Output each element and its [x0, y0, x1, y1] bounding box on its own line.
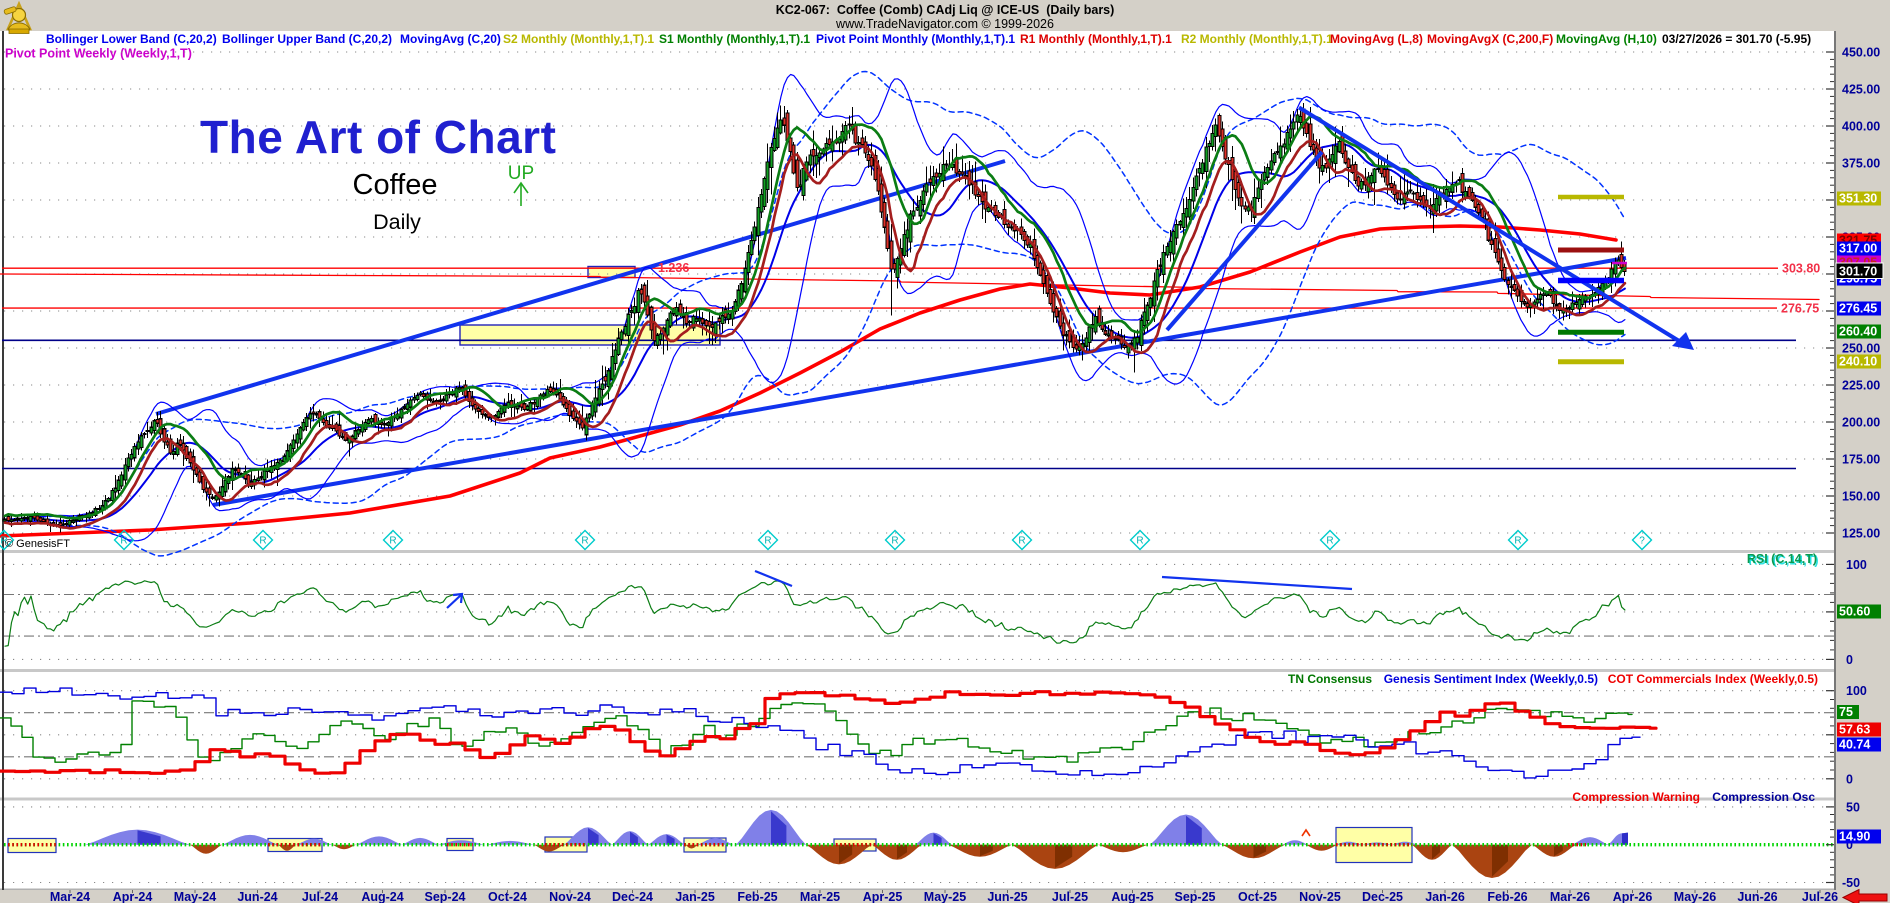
- svg-text:MovingAvg (C,20): MovingAvg (C,20): [400, 32, 501, 46]
- svg-text:The Art of Chart: The Art of Chart: [200, 111, 556, 163]
- svg-text:Apr-25: Apr-25: [863, 890, 903, 903]
- svg-text:Apr-26: Apr-26: [1613, 890, 1653, 903]
- svg-text:276.45: 276.45: [1839, 302, 1877, 316]
- svg-text:KC2-067: Coffee (Comb) CAdj L: KC2-067: Coffee (Comb) CAdj Liq @ ICE-US…: [776, 3, 1115, 17]
- svg-text:Jul-24: Jul-24: [302, 890, 338, 903]
- svg-text:RSI (C,14,T): RSI (C,14,T): [1748, 554, 1818, 568]
- svg-text:Dec-24: Dec-24: [612, 890, 653, 903]
- svg-text:0: 0: [1846, 772, 1853, 786]
- svg-text:317.00: 317.00: [1839, 242, 1877, 256]
- svg-text:Compression Osc: Compression Osc: [1712, 790, 1815, 804]
- svg-text:Apr-24: Apr-24: [113, 890, 153, 903]
- svg-text:R: R: [120, 536, 127, 547]
- svg-text:Jul-25: Jul-25: [1052, 890, 1088, 903]
- svg-text:301.70: 301.70: [1839, 265, 1877, 279]
- svg-text:COT Commercials Index (Weekly,: COT Commercials Index (Weekly,0.5): [1608, 672, 1818, 686]
- svg-text:Jan-25: Jan-25: [675, 890, 715, 903]
- svg-text:260.40: 260.40: [1839, 325, 1877, 339]
- svg-text:Pivot Point Monthly (Monthly,1: Pivot Point Monthly (Monthly,1,T).1: [816, 32, 1015, 46]
- svg-text:Sep-25: Sep-25: [1175, 890, 1216, 903]
- svg-text:MovingAvg (H,10): MovingAvg (H,10): [1556, 32, 1657, 46]
- svg-text:0: 0: [1846, 838, 1853, 852]
- svg-text:425.00: 425.00: [1842, 83, 1880, 97]
- svg-text:150.00: 150.00: [1842, 490, 1880, 504]
- svg-text:Jul-26: Jul-26: [1802, 890, 1838, 903]
- svg-text:Jun-24: Jun-24: [237, 890, 277, 903]
- svg-text:Coffee: Coffee: [353, 169, 438, 201]
- svg-text:Sep-24: Sep-24: [425, 890, 466, 903]
- svg-text:375.00: 375.00: [1842, 157, 1880, 171]
- svg-text:250.00: 250.00: [1842, 342, 1880, 356]
- svg-text:351.30: 351.30: [1839, 192, 1877, 206]
- svg-text:100: 100: [1846, 558, 1867, 572]
- svg-text:May-26: May-26: [1674, 890, 1716, 903]
- svg-text:Mar-26: Mar-26: [1550, 890, 1590, 903]
- svg-text:14.90: 14.90: [1839, 830, 1870, 844]
- svg-text:Compression Warning: Compression Warning: [1572, 790, 1700, 804]
- svg-text:1.236: 1.236: [658, 261, 689, 275]
- svg-text:?: ?: [1639, 536, 1645, 547]
- svg-text:Mar-24: Mar-24: [50, 890, 90, 903]
- svg-text:Aug-24: Aug-24: [361, 890, 403, 903]
- svg-text:Genesis Sentiment Index (Weekl: Genesis Sentiment Index (Weekly,0.5): [1384, 672, 1598, 686]
- svg-text:TN Consensus: TN Consensus: [1288, 672, 1372, 686]
- svg-text:50.60: 50.60: [1839, 605, 1870, 619]
- svg-text:Daily: Daily: [373, 210, 421, 234]
- svg-text:R: R: [259, 536, 266, 547]
- svg-text:R: R: [389, 536, 396, 547]
- svg-text:225.00: 225.00: [1842, 379, 1880, 393]
- svg-text:50: 50: [1846, 800, 1860, 814]
- svg-text:RSI (C,14,T): RSI (C,14,T): [1747, 552, 1817, 566]
- svg-text:R: R: [581, 536, 588, 547]
- svg-text:Oct-25: Oct-25: [1238, 890, 1277, 903]
- svg-text:S2 Monthly (Monthly,1,T).1: S2 Monthly (Monthly,1,T).1: [503, 32, 654, 46]
- svg-text:UP: UP: [508, 163, 534, 184]
- svg-text:175.00: 175.00: [1842, 453, 1880, 467]
- svg-text:R: R: [891, 536, 898, 547]
- svg-text:276.75: 276.75: [1781, 302, 1819, 316]
- svg-text:Feb-26: Feb-26: [1487, 890, 1527, 903]
- svg-text:May-25: May-25: [924, 890, 966, 903]
- svg-text:Dec-25: Dec-25: [1362, 890, 1403, 903]
- svg-text:-50: -50: [1842, 876, 1860, 890]
- svg-text:240.10: 240.10: [1839, 355, 1877, 369]
- svg-text:R: R: [1514, 536, 1521, 547]
- svg-text:S1 Monthly (Monthly,1,T).1: S1 Monthly (Monthly,1,T).1: [659, 32, 810, 46]
- svg-text:R: R: [1018, 536, 1025, 547]
- svg-text:Nov-25: Nov-25: [1299, 890, 1341, 903]
- svg-text:303.80: 303.80: [1782, 262, 1820, 276]
- svg-text:www.TradeNavigator.com © 1999-: www.TradeNavigator.com © 1999-2026: [835, 17, 1054, 31]
- svg-text:R: R: [764, 536, 771, 547]
- svg-text:May-24: May-24: [174, 890, 216, 903]
- svg-text:Oct-24: Oct-24: [488, 890, 527, 903]
- svg-text:125.00: 125.00: [1842, 527, 1880, 541]
- svg-text:Mar-25: Mar-25: [800, 890, 840, 903]
- svg-text:100: 100: [1846, 684, 1867, 698]
- svg-text:R: R: [0, 536, 7, 547]
- svg-text:MovingAvg (L,8): MovingAvg (L,8): [1330, 32, 1423, 46]
- svg-text:Feb-25: Feb-25: [737, 890, 777, 903]
- svg-text:03/27/2026 = 301.70 (-5.95): 03/27/2026 = 301.70 (-5.95): [1662, 32, 1811, 46]
- svg-text:Jun-26: Jun-26: [1737, 890, 1777, 903]
- svg-text:200.00: 200.00: [1842, 416, 1880, 430]
- svg-text:Bollinger Upper Band (C,20,2): Bollinger Upper Band (C,20,2): [222, 32, 392, 46]
- svg-text:Nov-24: Nov-24: [549, 890, 591, 903]
- svg-text:Jun-25: Jun-25: [987, 890, 1027, 903]
- svg-text:Bollinger Lower Band (C,20,2): Bollinger Lower Band (C,20,2): [46, 32, 217, 46]
- svg-text:R1 Monthly (Monthly,1,T).1: R1 Monthly (Monthly,1,T).1: [1020, 32, 1172, 46]
- svg-text:75: 75: [1839, 705, 1853, 719]
- svg-text:Jan-26: Jan-26: [1425, 890, 1465, 903]
- svg-text:450.00: 450.00: [1842, 46, 1880, 60]
- svg-text:400.00: 400.00: [1842, 120, 1880, 134]
- svg-text:R: R: [1326, 536, 1333, 547]
- svg-text:Aug-25: Aug-25: [1111, 890, 1153, 903]
- svg-text:R2 Monthly (Monthly,1,T).1: R2 Monthly (Monthly,1,T).1: [1181, 32, 1333, 46]
- svg-text:R: R: [1136, 536, 1143, 547]
- svg-text:40.74: 40.74: [1839, 738, 1870, 752]
- svg-text:Pivot Point Weekly (Weekly,1,T: Pivot Point Weekly (Weekly,1,T): [5, 47, 192, 61]
- svg-text:0: 0: [1846, 653, 1853, 667]
- svg-text:57.63: 57.63: [1839, 723, 1870, 737]
- svg-text:© GenesisFT: © GenesisFT: [5, 538, 70, 550]
- svg-text:MovingAvgX (C,200,F): MovingAvgX (C,200,F): [1427, 32, 1553, 46]
